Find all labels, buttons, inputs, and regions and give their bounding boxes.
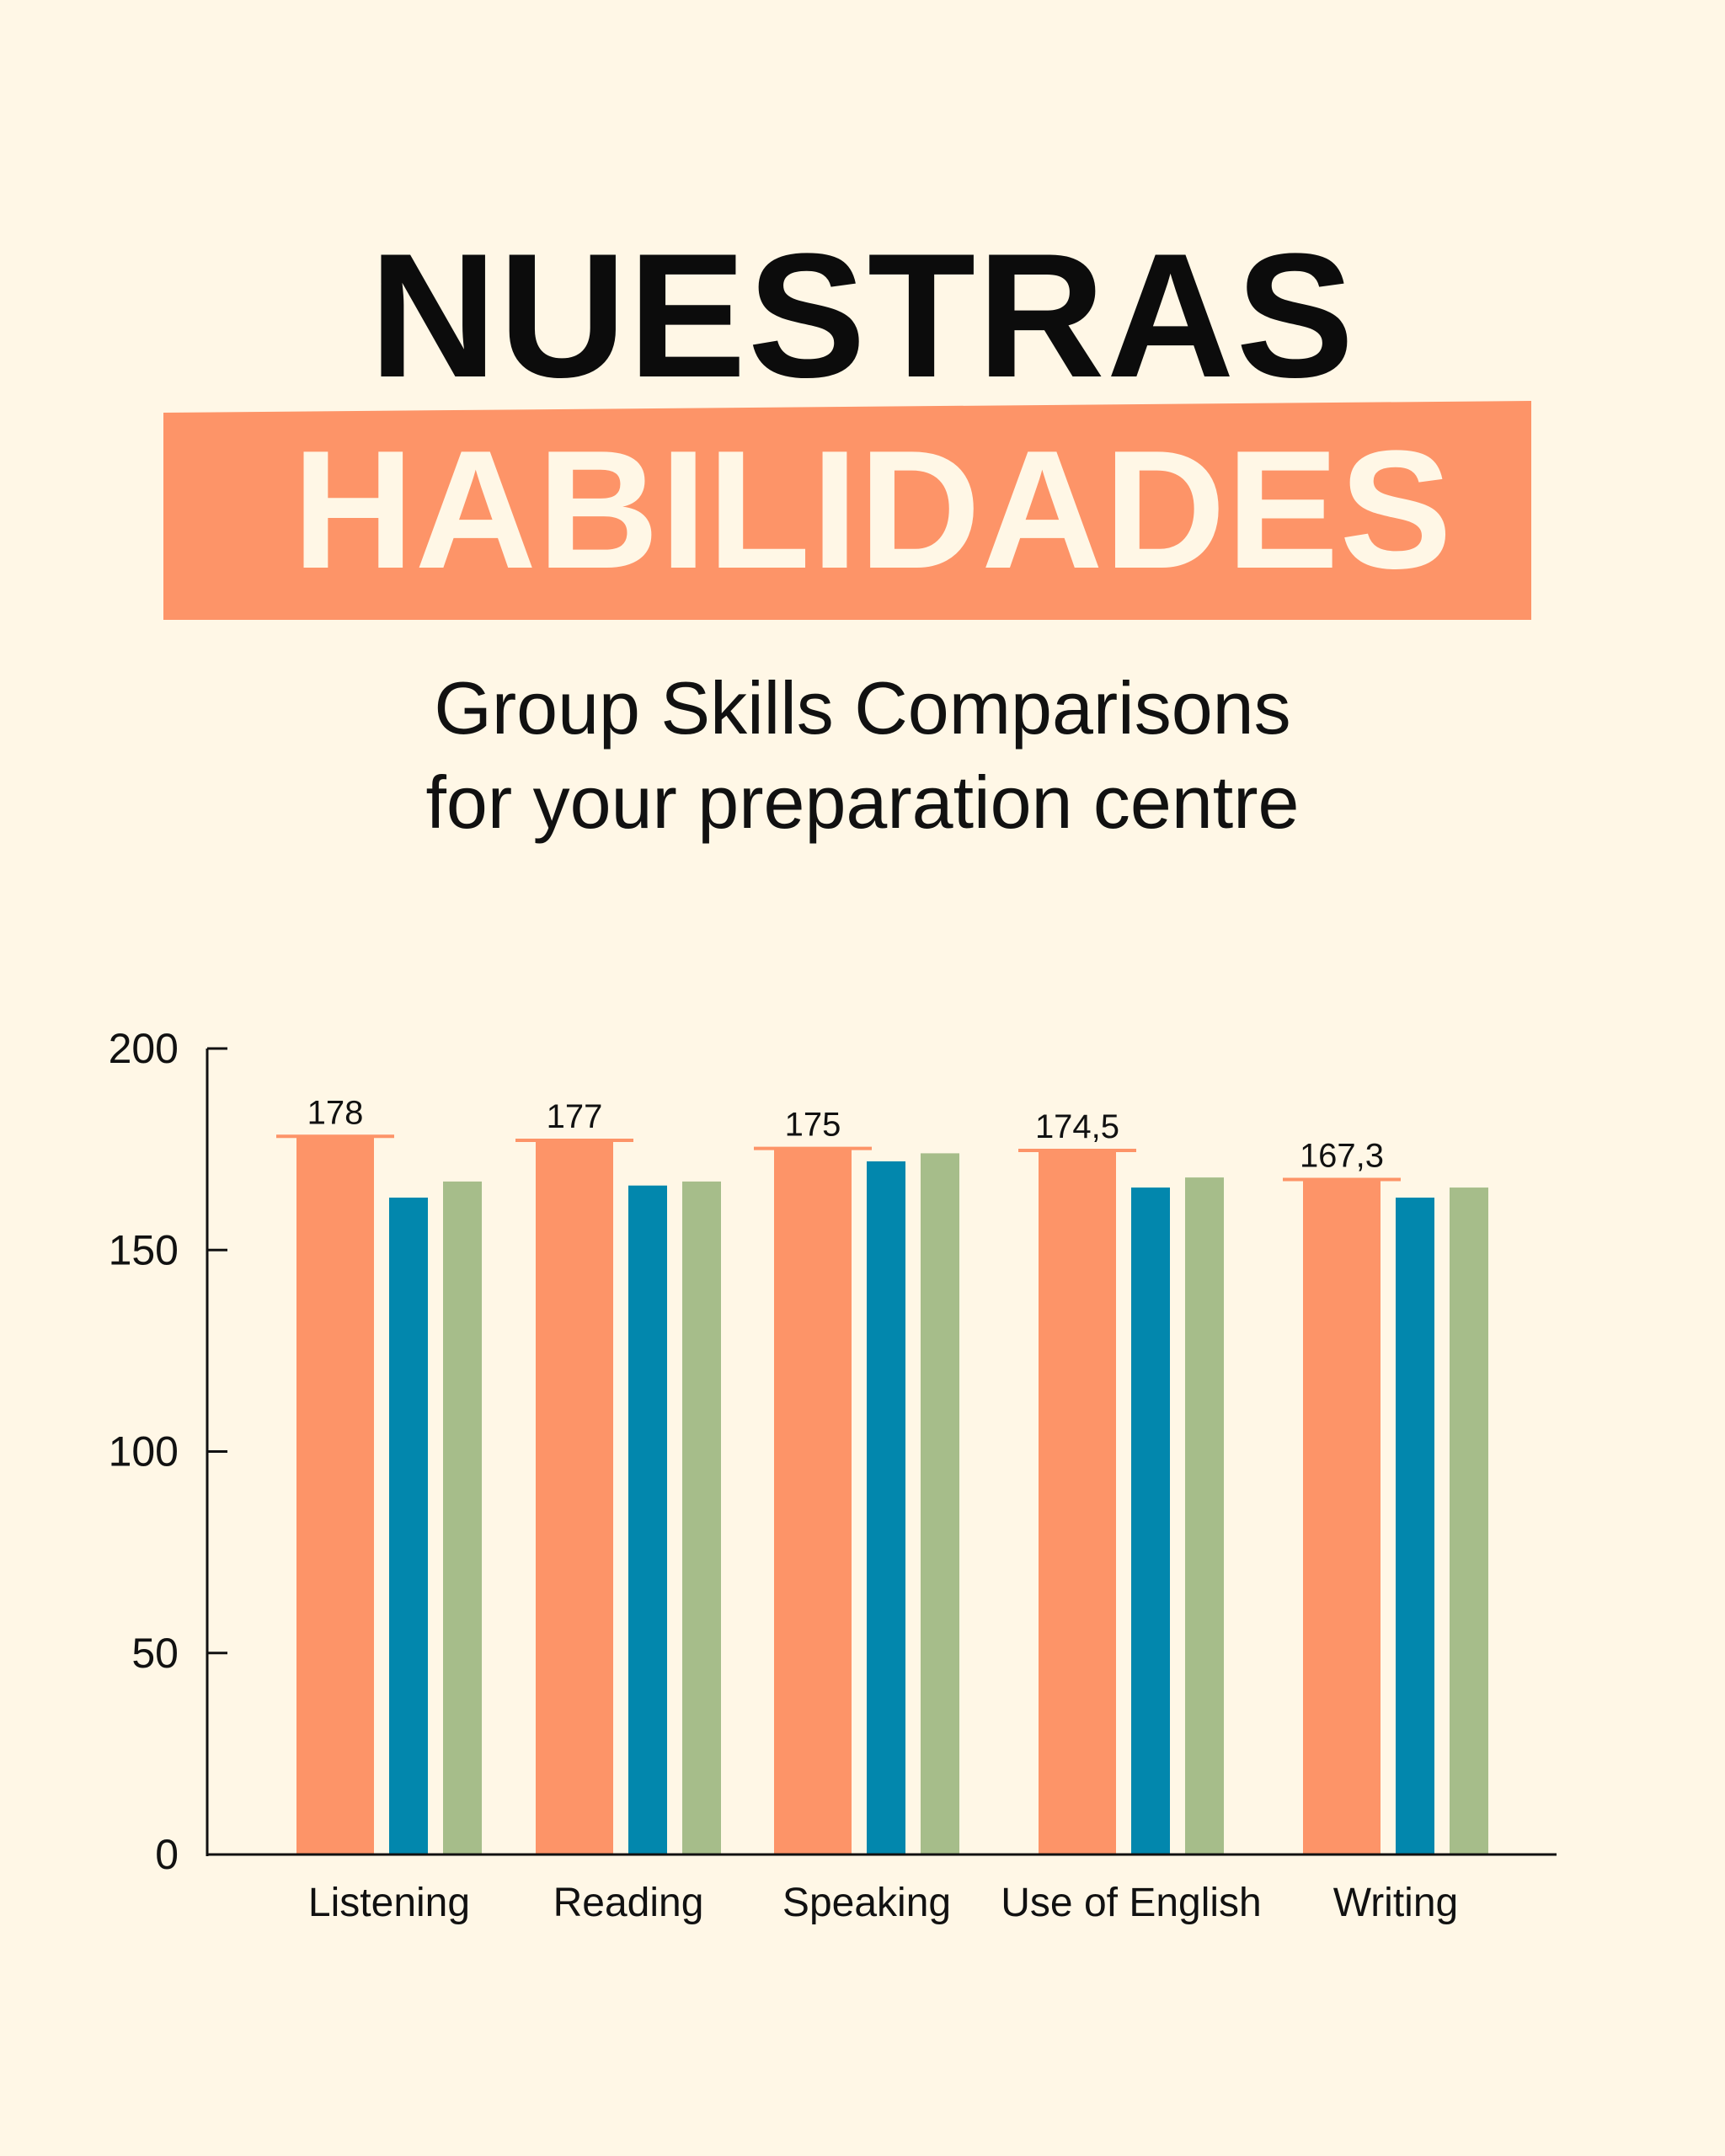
bar [443, 1181, 482, 1854]
bar [867, 1161, 905, 1854]
bar [682, 1181, 721, 1854]
data-label: 174,5 [1035, 1108, 1119, 1145]
bar [536, 1141, 613, 1854]
subtitle-line-1: Group Skills Comparisons [434, 666, 1291, 750]
bar [1303, 1180, 1381, 1854]
bar [1131, 1187, 1170, 1854]
subtitle: Group Skills Comparisons for your prepar… [0, 661, 1725, 850]
x-tick-label: Listening [308, 1881, 470, 1925]
bar [628, 1185, 667, 1854]
data-label: 175 [785, 1107, 841, 1144]
y-tick-label: 50 [131, 1630, 179, 1677]
bar [1185, 1177, 1224, 1854]
y-tick-label: 200 [109, 1025, 179, 1072]
page-title: NUESTRAS [369, 216, 1356, 414]
bar [1039, 1151, 1116, 1854]
x-tick-label: Use of English [1001, 1881, 1262, 1925]
subtitle-line-2: for your preparation centre [425, 760, 1300, 844]
y-tick-label: 0 [155, 1831, 179, 1878]
y-tick-label: 150 [109, 1226, 179, 1273]
bar [921, 1153, 959, 1854]
bar [389, 1198, 428, 1854]
x-tick-label: Speaking [782, 1881, 951, 1925]
bar [1396, 1198, 1434, 1854]
x-tick-label: Reading [553, 1881, 704, 1925]
bar [296, 1137, 374, 1854]
data-label: 177 [547, 1098, 603, 1135]
title-banner [163, 401, 1531, 620]
x-tick-label: Writing [1333, 1881, 1458, 1925]
bar [774, 1149, 852, 1854]
bar [1450, 1187, 1488, 1854]
banner-title: HABILIDADES [292, 416, 1453, 604]
data-label: 178 [307, 1094, 364, 1131]
y-tick-label: 100 [109, 1428, 179, 1476]
data-label: 167,3 [1300, 1137, 1384, 1174]
